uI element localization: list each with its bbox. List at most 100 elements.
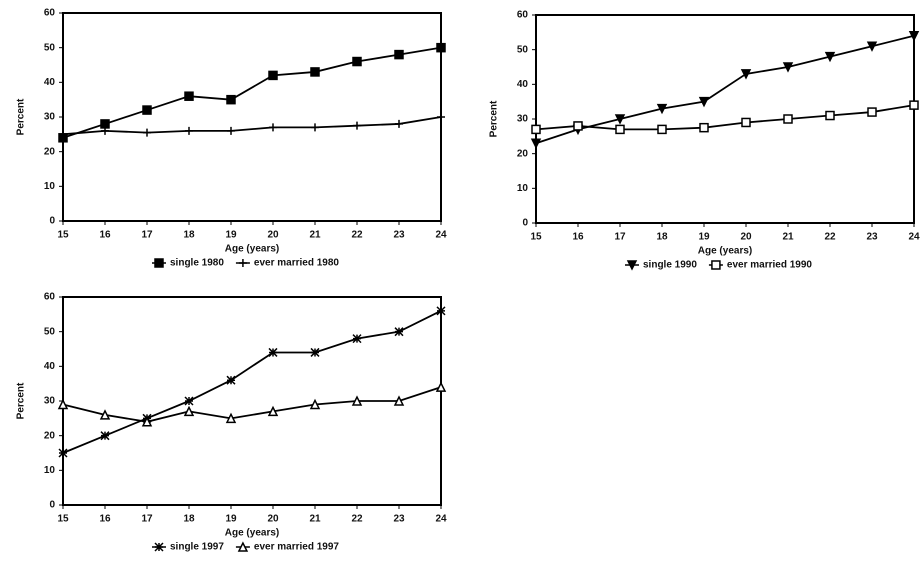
marker [394, 49, 404, 60]
x-tick-label: 21 [782, 232, 794, 243]
marker [740, 69, 752, 80]
y-tick-label: 20 [517, 148, 529, 159]
marker [699, 122, 709, 133]
x-tick-label: 21 [309, 230, 321, 241]
marker [711, 260, 721, 270]
x-axis-label: Age (years) [698, 246, 752, 257]
marker [154, 542, 164, 552]
series-line [62, 46, 442, 139]
marker [310, 347, 320, 357]
x-tick-label: 16 [572, 232, 584, 243]
y-axis-label: Percent [489, 100, 500, 137]
marker [908, 31, 920, 42]
marker [531, 124, 541, 135]
y-tick-label: 60 [44, 292, 56, 303]
marker [909, 100, 919, 110]
x-tick-label: 24 [435, 514, 447, 525]
marker [154, 258, 164, 268]
marker [268, 347, 278, 357]
x-tick-label: 18 [656, 232, 668, 243]
y-tick-label: 20 [44, 146, 56, 157]
y-tick-label: 50 [517, 44, 529, 55]
marker [143, 128, 151, 137]
marker [783, 114, 793, 124]
y-tick-label: 0 [522, 218, 528, 229]
marker [698, 96, 710, 108]
marker [310, 67, 320, 77]
x-tick-label: 23 [393, 230, 405, 241]
marker [225, 412, 237, 424]
marker [352, 56, 362, 67]
legend: single 1997 ever married 1997 [152, 541, 339, 553]
x-tick-label: 22 [824, 232, 836, 243]
x-tick-label: 17 [141, 514, 153, 525]
x-tick-label: 16 [99, 230, 111, 241]
x-tick-label: 22 [351, 230, 363, 241]
marker [100, 119, 110, 129]
x-tick-label: 19 [698, 232, 710, 243]
marker [101, 126, 109, 135]
x-tick-label: 17 [141, 230, 153, 241]
x-tick-label: 15 [57, 230, 69, 241]
marker [825, 110, 835, 121]
marker [867, 107, 877, 117]
marker [436, 42, 446, 53]
marker [741, 117, 751, 128]
y-tick-label: 40 [44, 77, 56, 88]
y-tick-label: 60 [44, 8, 56, 19]
y-axis-label: Percent [16, 382, 27, 419]
marker [530, 138, 542, 149]
marker [436, 306, 446, 316]
y-tick-label: 50 [44, 326, 56, 337]
marker [626, 260, 638, 271]
x-tick-label: 18 [183, 514, 195, 525]
legend-label: single 1980 [170, 258, 224, 269]
legend: single 1990 ever married 1990 [625, 260, 812, 271]
legend-label: single 1997 [170, 542, 224, 553]
marker [183, 405, 195, 417]
y-axis-label: Percent [16, 98, 27, 135]
y-tick-label: 10 [517, 183, 529, 194]
marker [394, 327, 404, 337]
chart-panel: 0 10 20 30 40 50 60 15 16 17 18 19 20 21 22 23 24 Percent… [16, 8, 447, 269]
marker [309, 398, 321, 410]
marker [393, 395, 405, 406]
chart-panel: 0 10 20 30 40 50 60 15 16 17 18 19 20 21 22 23 24 Percent… [16, 292, 447, 553]
x-axis-label: Age (years) [225, 244, 279, 255]
marker [656, 103, 668, 115]
marker [57, 398, 69, 410]
marker [238, 259, 247, 267]
x-tick-label: 15 [530, 232, 542, 243]
marker [351, 395, 363, 406]
y-tick-label: 0 [49, 500, 55, 511]
legend: single 1980 ever married 1980 [152, 258, 339, 269]
x-tick-label: 19 [225, 514, 237, 525]
marker [782, 62, 794, 73]
x-tick-label: 19 [225, 230, 237, 241]
x-tick-label: 24 [908, 232, 920, 243]
plot-frame [535, 14, 915, 224]
marker [59, 130, 67, 139]
marker [267, 405, 279, 417]
marker [657, 124, 667, 135]
legend-label: ever married 1990 [727, 260, 813, 271]
marker [142, 105, 152, 115]
x-axis-label: Age (years) [225, 528, 279, 539]
y-tick-label: 40 [44, 361, 56, 372]
marker [269, 123, 277, 132]
y-tick-label: 0 [49, 216, 55, 227]
y-tick-label: 10 [44, 181, 56, 192]
x-tick-label: 20 [267, 230, 279, 241]
y-tick-label: 30 [44, 396, 56, 407]
x-tick-label: 23 [866, 232, 878, 243]
x-tick-label: 17 [614, 232, 626, 243]
marker [237, 541, 249, 552]
marker [615, 124, 625, 135]
y-tick-label: 30 [517, 114, 529, 125]
y-tick-label: 20 [44, 430, 56, 441]
marker [311, 123, 319, 132]
series-line [535, 34, 915, 145]
y-tick-label: 10 [44, 465, 56, 476]
legend-label: single 1990 [643, 260, 697, 271]
